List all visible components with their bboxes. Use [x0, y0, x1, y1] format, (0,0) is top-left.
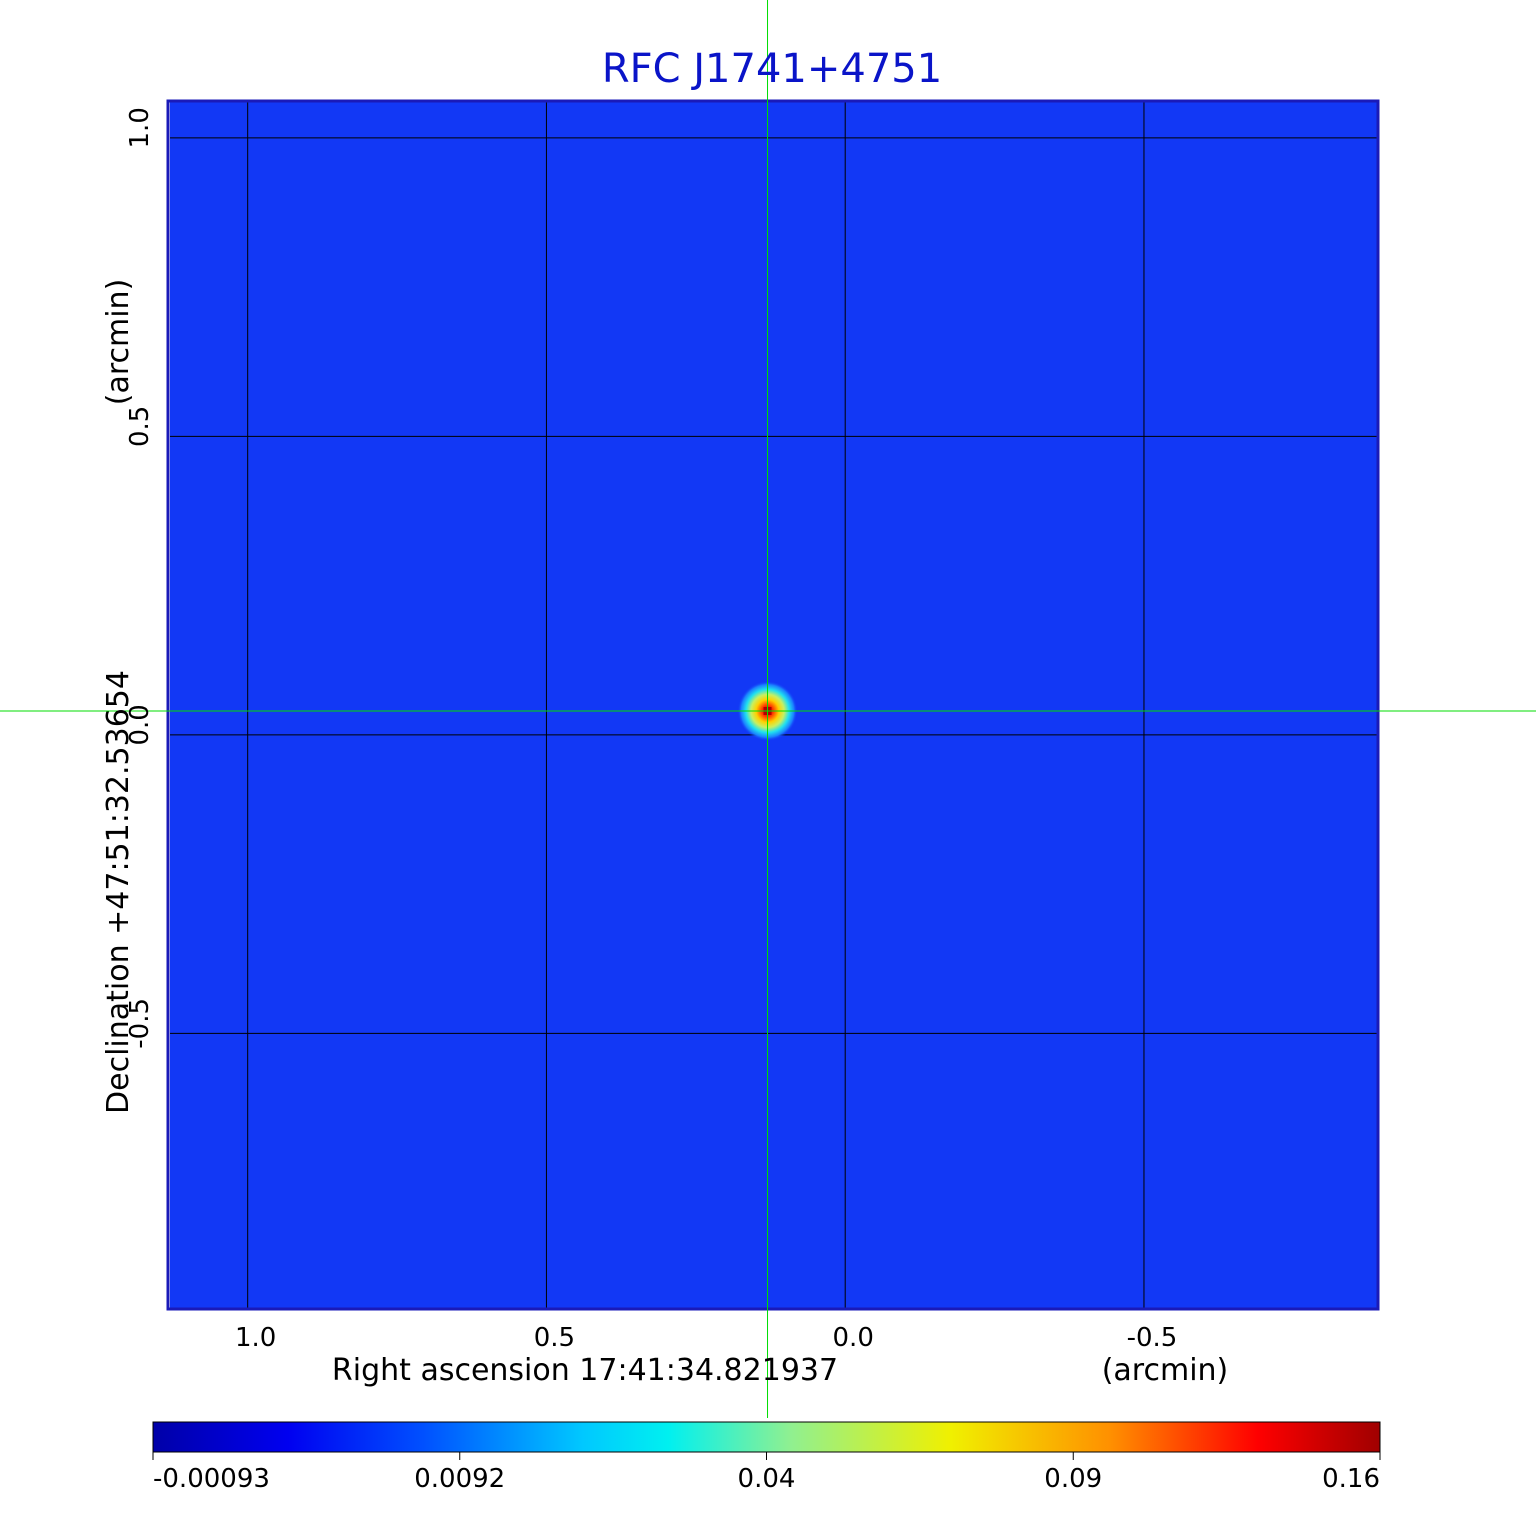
x-axis-unit: (arcmin) [1102, 1353, 1229, 1388]
x-tick-labels: 1.0 0.5 0.0 -0.5 [235, 1323, 1177, 1353]
y-tick-label-2: 0.0 [125, 704, 155, 745]
colorbar-tick-label-3: 0.09 [1044, 1464, 1102, 1494]
x-tick-label-0: 1.0 [235, 1323, 276, 1353]
y-axis-label: Declination +47:51:32.53654 [101, 670, 136, 1114]
y-tick-labels: 1.0 0.5 0.0 -0.5 [125, 107, 155, 1049]
y-tick-label-0: 1.0 [125, 107, 155, 148]
y-axis-unit: (arcmin) [101, 279, 136, 406]
x-tick-label-3: -0.5 [1127, 1323, 1178, 1353]
colorbar-ticks: -0.00093 0.0092 0.04 0.09 0.16 [152, 1452, 1381, 1494]
x-tick-label-1: 0.5 [534, 1323, 575, 1353]
image-frame [166, 99, 1380, 1311]
colorbar [152, 1421, 1381, 1453]
colorbar-tick-label-0: -0.00093 [153, 1464, 270, 1494]
y-tick-label-1: 0.5 [125, 406, 155, 447]
x-axis-label: Right ascension 17:41:34.821937 [332, 1353, 838, 1388]
grid-lines [170, 102, 1377, 1308]
x-tick-label-2: 0.0 [833, 1323, 874, 1353]
crosshair [0, 0, 1536, 1418]
chart-title: RFC J1741+4751 [602, 46, 942, 92]
colorbar-tick-label-2: 0.04 [738, 1464, 796, 1494]
y-tick-label-3: -0.5 [125, 998, 155, 1049]
colorbar-tick-label-4: 0.16 [1322, 1464, 1380, 1494]
colorbar-tick-label-1: 0.0092 [414, 1464, 505, 1494]
